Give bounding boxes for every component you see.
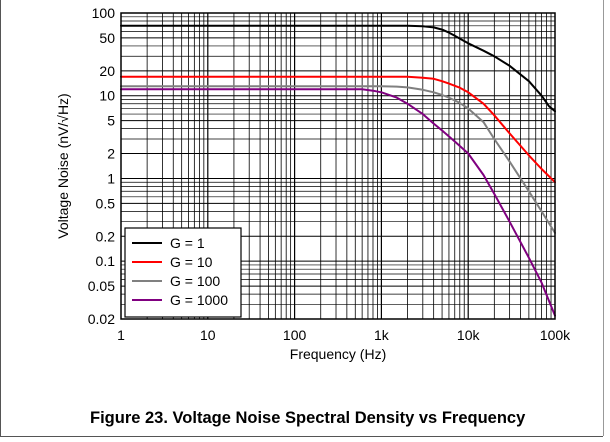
- plot-border: [120, 12, 556, 320]
- x-tick-label: 100k: [540, 327, 571, 343]
- legend-label: G = 1000: [170, 292, 228, 308]
- x-tick-label: 10: [200, 327, 216, 343]
- legend-label: G = 10: [170, 254, 213, 270]
- y-tick-label: 0.1: [96, 253, 116, 269]
- y-tick-label: 5: [107, 113, 115, 129]
- figure-caption: Figure 23. Voltage Noise Spectral Densit…: [90, 409, 526, 427]
- series-line-g-100: [120, 85, 556, 234]
- x-tick-label: 100: [283, 327, 307, 343]
- chart-grid: [121, 13, 555, 319]
- legend: G = 1 G = 10 G = 100 G = 1000: [124, 227, 242, 318]
- y-tick-label: 1: [107, 171, 115, 187]
- y-tick-label: 0.05: [88, 278, 115, 294]
- series-line-g-1: [120, 24, 556, 113]
- x-axis-label: Frequency (Hz): [290, 346, 386, 362]
- series-line-g-1000: [120, 88, 556, 317]
- x-tick-labels: 1 10 100 1k 10k 100k: [117, 327, 571, 343]
- legend-label: G = 1: [170, 235, 205, 251]
- y-tick-label: 2: [107, 146, 115, 162]
- x-tick-label: 1: [117, 327, 125, 343]
- y-tick-label: 0.5: [96, 195, 116, 211]
- x-tick-label: 10k: [457, 327, 481, 343]
- y-tick-label: 0.02: [88, 311, 115, 327]
- y-tick-label: 20: [99, 63, 115, 79]
- x-tick-label: 1k: [374, 327, 390, 343]
- y-tick-label: 0.2: [96, 228, 116, 244]
- y-axis-label: Voltage Noise (nV/√Hz): [55, 93, 71, 238]
- y-tick-label: 10: [99, 88, 115, 104]
- y-tick-label: 50: [99, 30, 115, 46]
- y-tick-labels: 0.02 0.05 0.1 0.2 0.5 1 2 5 10 20 50 100: [88, 5, 115, 327]
- series-line-g-10: [120, 75, 556, 184]
- series-layer: [120, 24, 556, 317]
- legend-label: G = 100: [170, 273, 220, 289]
- y-tick-label: 100: [92, 5, 116, 21]
